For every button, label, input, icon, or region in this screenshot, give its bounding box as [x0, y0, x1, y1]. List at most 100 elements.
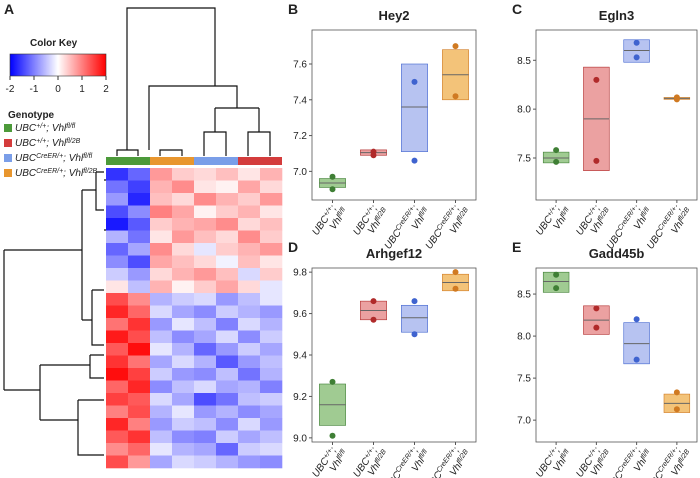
panel-letter: E [512, 239, 521, 255]
label-part: ; [451, 203, 462, 212]
x-tick-label: UBC+/+; Vhlfl/fl [534, 203, 570, 237]
heatmap-cell [194, 443, 217, 456]
column-group-bar [150, 157, 172, 165]
heatmap-cell [128, 355, 151, 369]
heatmap-cell [128, 193, 151, 206]
heatmap-cell [260, 168, 283, 181]
heatmap-cell [172, 418, 195, 431]
heatmap-cell [194, 368, 217, 381]
label-part: ; [552, 203, 563, 212]
data-point [673, 389, 680, 396]
y-tick-label: 7.2 [293, 131, 307, 142]
heatmap-cell [106, 418, 129, 431]
heatmap-cell [150, 393, 173, 406]
heatmap-cell [106, 343, 129, 356]
label-part: ; [328, 203, 339, 212]
label-part: UBC [15, 153, 37, 164]
heatmap-cell [128, 393, 151, 406]
x-tick-label: UBC+/+; Vhlfl/2B [351, 445, 387, 478]
heatmap-cell [172, 318, 195, 331]
colorbar-title: Color Key [30, 38, 78, 49]
colorbar-tick-label: -1 [30, 84, 39, 95]
label-part: Vhl [551, 455, 569, 474]
heatmap-cell [216, 205, 239, 219]
label-part: ; [632, 203, 643, 212]
label-part: ; [369, 445, 380, 454]
data-point [329, 378, 336, 385]
heatmap-cell [238, 380, 261, 394]
heatmap-cell [172, 218, 195, 231]
heatmap-cell [238, 318, 261, 331]
plot-frame [535, 267, 698, 443]
heatmap-cell [194, 430, 217, 444]
column-group-bar [216, 157, 238, 165]
heatmap-cell [106, 393, 129, 406]
heatmap-cell [260, 268, 283, 281]
label-part: ; [592, 203, 603, 212]
label-part: Vhl [448, 217, 466, 236]
label-part: Vhl [632, 213, 650, 232]
data-point [411, 331, 418, 338]
label-part: UBC [15, 123, 37, 134]
heatmap-cell [150, 318, 173, 331]
heatmap-cell [194, 218, 217, 231]
heatmap-cell [216, 193, 239, 206]
panel-letter: A [4, 1, 14, 17]
heatmap-cell [194, 455, 217, 469]
label-part: Vhl [410, 213, 428, 232]
heatmap-cell [150, 268, 173, 281]
data-point [329, 173, 336, 180]
heatmap-cell [172, 168, 195, 181]
heatmap-cell [216, 218, 239, 231]
heatmap-cell [150, 205, 173, 219]
heatmap-cell [194, 205, 217, 219]
superscript: fl/fl [336, 206, 347, 218]
heatmap-cell [194, 355, 217, 369]
heatmap-cell [150, 255, 173, 269]
superscript: +/+ [322, 447, 334, 459]
heatmap-cell [238, 430, 261, 444]
colorbar [9, 53, 107, 77]
label-part: ; [673, 445, 684, 454]
data-point [329, 186, 336, 193]
label-part: ; [592, 445, 603, 454]
data-point [452, 285, 459, 292]
heatmap-cell [172, 430, 195, 444]
data-point [411, 157, 418, 164]
heatmap-cell [172, 405, 195, 419]
heatmap-cell [238, 305, 261, 319]
heatmap-cell [238, 293, 261, 306]
heatmap-cell [106, 443, 129, 456]
heatmap-cell [194, 268, 217, 281]
column-group-bar [238, 157, 260, 165]
heatmap-cell [238, 355, 261, 369]
heatmap-cell [216, 305, 239, 319]
heatmap-cell [172, 368, 195, 381]
heatmap-cell [150, 305, 173, 319]
heatmap-cell [128, 180, 151, 194]
legend-swatch [4, 154, 12, 162]
y-tick-label: 9.6 [293, 309, 307, 320]
heatmap-cell [238, 455, 261, 469]
crossbar-box [401, 63, 428, 152]
label-part: Vhl [632, 455, 650, 474]
heatmap-cell [260, 205, 283, 219]
heatmap-cell [106, 180, 129, 194]
label-part: Vhl [328, 455, 346, 474]
heatmap-cell [150, 343, 173, 356]
y-tick-label: 9.8 [293, 268, 307, 279]
heatmap-cell [216, 255, 239, 269]
heatmap-cell [106, 355, 129, 369]
heatmap-cell [150, 180, 173, 194]
heatmap-cell [172, 280, 195, 294]
heatmap-cell [106, 205, 129, 219]
label-part: UBC [424, 469, 446, 478]
label-part: UBC [15, 168, 37, 179]
genotype-label: UBC+/+; Vhlfl/fl [15, 123, 76, 135]
y-tick-label: 7.0 [293, 167, 307, 178]
heatmap-cell [216, 318, 239, 331]
x-tick-label: UBC+/+; Vhlfl/fl [310, 445, 346, 478]
heatmap-cell [128, 318, 151, 331]
heatmap-cell [194, 330, 217, 344]
heatmap-cell [106, 168, 129, 181]
